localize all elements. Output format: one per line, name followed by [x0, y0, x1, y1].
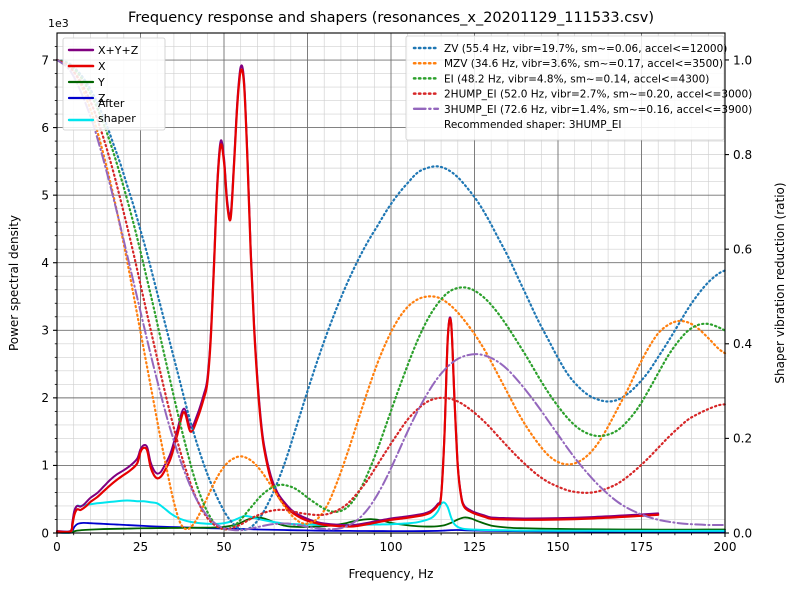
- y-right-tick-label: 0.2: [733, 432, 752, 446]
- y-right-tick-label: 0.6: [733, 242, 752, 256]
- shaper-legend-label: EI (48.2 Hz, vibr=4.8%, sm~=0.14, accel<…: [444, 73, 709, 85]
- shaper-legend[interactable]: ZV (55.4 Hz, vibr=19.7%, sm~=0.06, accel…: [405, 35, 752, 141]
- y-tick-label: 0: [41, 526, 49, 540]
- psd-curve-x: [55, 68, 660, 534]
- x-tick-label: 0: [53, 540, 61, 554]
- x-axis-label: Frequency, Hz: [349, 567, 434, 581]
- y-axis-label: Power spectral density: [7, 215, 21, 351]
- y-tick-label: 1: [41, 459, 49, 473]
- psd-legend-label: X+Y+Z: [98, 44, 139, 57]
- x-tick-label: 50: [216, 540, 231, 554]
- y-tick-label: 2: [41, 391, 49, 405]
- psd-legend-label: X: [98, 60, 106, 73]
- psd-legend-label: Y: [97, 76, 105, 89]
- x-tick-label: 150: [547, 540, 570, 554]
- x-tick-label: 25: [133, 540, 148, 554]
- psd-legend-label: shaper: [98, 112, 136, 125]
- y-axis-right-label: Shaper vibration reduction (ratio): [773, 182, 787, 383]
- x-tick-label: 125: [463, 540, 486, 554]
- x-tick-label: 100: [380, 540, 403, 554]
- recommended-shaper-note: Recommended shaper: 3HUMP_EI: [444, 119, 622, 131]
- shaper-curve-group: [55, 58, 727, 532]
- y-tick-label: 5: [41, 188, 49, 202]
- tick-marks: [53, 46, 729, 537]
- x-tick-label: 200: [714, 540, 737, 554]
- shaper-legend-label: MZV (34.6 Hz, vibr=3.6%, sm~=0.17, accel…: [444, 58, 723, 70]
- tick-labels: 0 25 50 75 100 125 150 175 200 0 1 2 3 4 5 6 7 0.0 0.2 0.4 0…: [41, 53, 752, 554]
- shaper-curve-2hump_ei: [55, 58, 727, 531]
- chart-title: Frequency response and shapers (resonanc…: [128, 10, 654, 26]
- psd-legend-box: [62, 37, 166, 131]
- shaper-legend-label: ZV (55.4 Hz, vibr=19.7%, sm~=0.06, accel…: [444, 43, 727, 55]
- y-tick-label: 4: [41, 256, 49, 270]
- psd-curve-z: [56, 521, 726, 534]
- y-tick-label: 3: [41, 324, 49, 338]
- y-tick-label: 6: [41, 121, 49, 135]
- x-tick-label: 75: [300, 540, 315, 554]
- y-tick-label: 7: [41, 53, 49, 67]
- shaper-curve-ei: [55, 58, 727, 531]
- psd-legend-label: Z: [98, 92, 106, 105]
- shaper-curve-zv: [55, 58, 727, 531]
- shaper-legend-box: [405, 35, 725, 141]
- y-right-tick-label: 0.0: [733, 526, 752, 540]
- x-tick-label: 175: [630, 540, 653, 554]
- shaper-legend-label: 3HUMP_EI (72.6 Hz, vibr=1.4%, sm~=0.16, …: [444, 104, 752, 116]
- psd-curve-group: [55, 64, 726, 534]
- y-axis-offset-label: 1e3: [48, 17, 69, 30]
- shaper-curve-mzv: [55, 58, 727, 531]
- y-right-tick-label: 0.4: [733, 337, 752, 351]
- y-right-tick-label: 0.8: [733, 148, 752, 162]
- y-right-tick-label: 1.0: [733, 53, 752, 67]
- shaper-curve-3hump_ei: [56, 58, 726, 532]
- psd-curve-after-shaper: [56, 499, 726, 534]
- shaper-legend-label: 2HUMP_EI (52.0 Hz, vibr=2.7%, sm~=0.20, …: [444, 89, 752, 101]
- psd-legend-label: After: [98, 97, 125, 110]
